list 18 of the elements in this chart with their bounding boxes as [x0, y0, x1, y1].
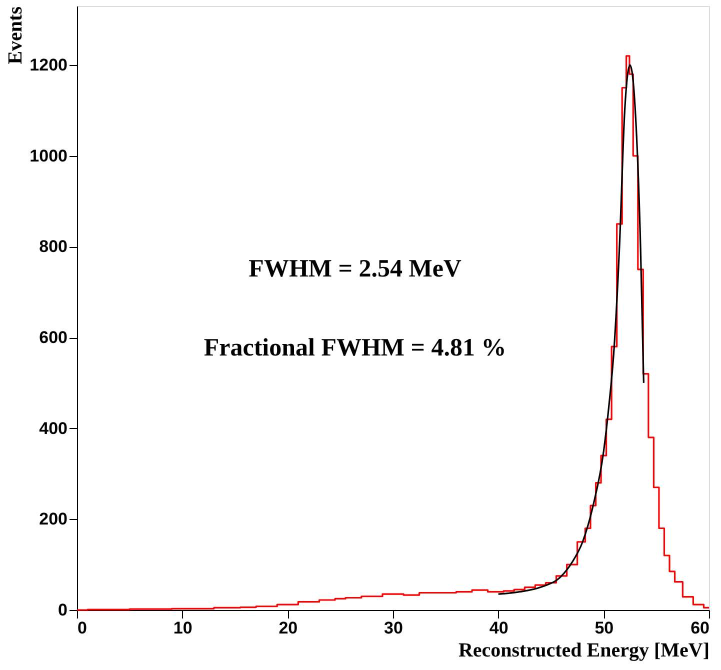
y-tick-label: 0 — [58, 600, 68, 620]
y-tick-label: 1200 — [30, 56, 68, 75]
y-tick-label: 600 — [39, 328, 68, 348]
annotation: Fractional FWHM = 4.81 % — [204, 334, 506, 362]
x-tick-label: 40 — [489, 618, 508, 638]
x-tick-label: 50 — [594, 618, 614, 638]
x-tick-label: 10 — [173, 618, 192, 638]
y-tick-label: 200 — [39, 510, 68, 529]
x-axis-title: Reconstructed Energy [MeV] — [458, 640, 710, 662]
y-tick-label: 800 — [39, 237, 68, 256]
x-tick-label: 0 — [78, 618, 87, 638]
x-tick-label: 60 — [690, 618, 710, 638]
y-axis-title: Events — [4, 6, 27, 64]
x-tick-label: 20 — [278, 618, 298, 638]
x-tick-label: 30 — [384, 618, 403, 638]
y-tick-label: 400 — [39, 418, 68, 438]
annotation: FWHM = 2.54 MeV — [248, 256, 462, 283]
y-tick-label: 1000 — [30, 146, 68, 166]
